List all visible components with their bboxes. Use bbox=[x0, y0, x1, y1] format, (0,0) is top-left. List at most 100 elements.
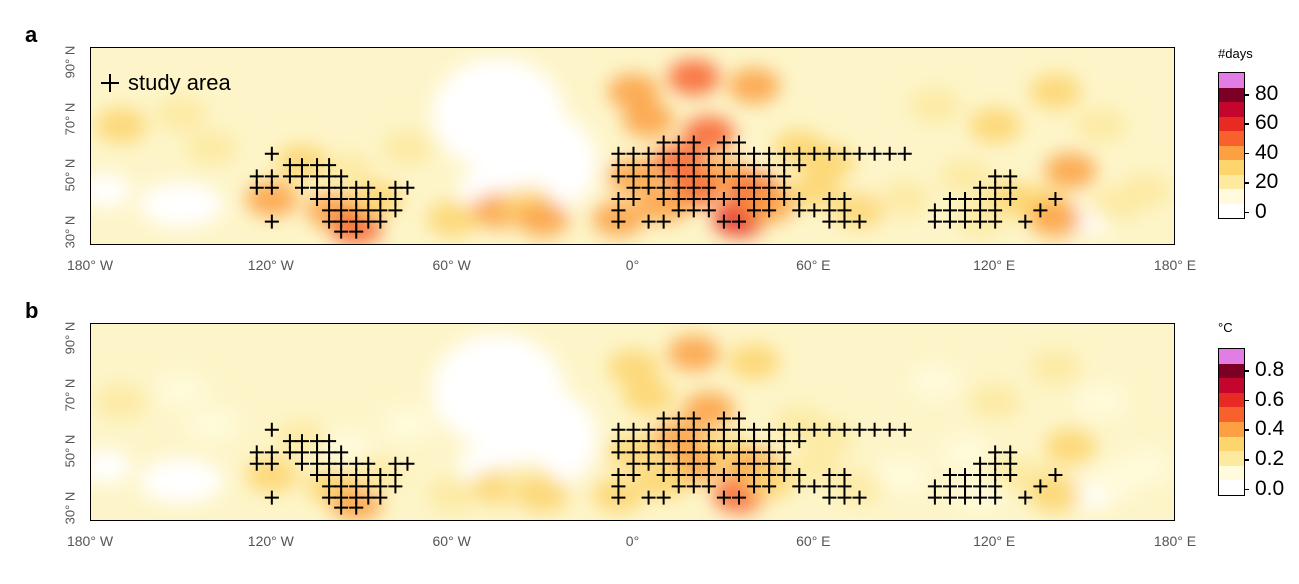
study-area-marker bbox=[611, 490, 626, 505]
study-area-marker bbox=[792, 479, 807, 494]
study-area-marker bbox=[792, 158, 807, 173]
study-area-marker bbox=[837, 214, 852, 229]
study-area-marker bbox=[716, 468, 731, 483]
study-area-marker bbox=[611, 214, 626, 229]
study-area-marker bbox=[400, 456, 415, 471]
colorbar-b bbox=[1218, 348, 1245, 496]
study-area-marker bbox=[762, 479, 777, 494]
study-area-marker bbox=[373, 490, 388, 505]
heat-cell bbox=[245, 457, 298, 494]
study-area-marker bbox=[777, 468, 792, 483]
low-value-region bbox=[489, 387, 598, 489]
x-tick-label: 120° E bbox=[973, 257, 1016, 273]
study-area-marker bbox=[641, 456, 656, 471]
study-area-marker bbox=[626, 192, 641, 207]
study-area-marker bbox=[762, 203, 777, 218]
x-tick-label: 0° bbox=[625, 533, 640, 549]
study-area-marker bbox=[310, 192, 325, 207]
colorbar-tick bbox=[1245, 399, 1249, 402]
heat-cell bbox=[185, 406, 238, 443]
study-area-marker bbox=[988, 214, 1003, 229]
x-tick-label: 120° W bbox=[247, 257, 294, 273]
study-area-marker bbox=[249, 456, 264, 471]
study-area-marker bbox=[361, 490, 376, 505]
study-area-marker bbox=[641, 180, 656, 195]
y-tick-label: 70° N bbox=[62, 102, 78, 136]
study-area-marker bbox=[334, 500, 349, 515]
colorbar-bin bbox=[1219, 392, 1244, 408]
study-area-marker bbox=[322, 214, 337, 229]
study-area-marker bbox=[731, 214, 746, 229]
colorbar-bin bbox=[1219, 480, 1244, 495]
colorbar-bin bbox=[1219, 189, 1244, 204]
study-area-marker bbox=[942, 490, 957, 505]
study-area-marker bbox=[686, 203, 701, 218]
study-area-marker bbox=[361, 214, 376, 229]
study-area-marker bbox=[958, 214, 973, 229]
heat-cell bbox=[622, 101, 675, 138]
study-area-marker bbox=[701, 479, 716, 494]
study-area-marker bbox=[1003, 192, 1018, 207]
colorbar-tick bbox=[1245, 152, 1249, 155]
colorbar-bin bbox=[1219, 451, 1244, 466]
colorbar-bin bbox=[1219, 407, 1244, 422]
colorbar-bin bbox=[1219, 174, 1244, 189]
heat-cell bbox=[95, 383, 148, 420]
study-area-marker bbox=[294, 180, 309, 195]
heat-cell bbox=[155, 96, 208, 133]
colorbar-tick-label: 0.0 bbox=[1255, 476, 1285, 500]
legend-text: study area bbox=[128, 70, 231, 95]
heat-cell bbox=[381, 130, 434, 167]
y-tick-label: 30° N bbox=[62, 491, 78, 525]
heat-cell bbox=[1044, 152, 1097, 189]
study-area-marker bbox=[807, 422, 822, 437]
heat-cell bbox=[155, 372, 208, 409]
study-area-marker bbox=[716, 490, 731, 505]
heat-cell bbox=[1044, 428, 1097, 465]
study-area-marker bbox=[716, 445, 731, 460]
study-area-marker bbox=[334, 224, 349, 239]
study-area-marker bbox=[282, 169, 297, 184]
colorbar-bin bbox=[1219, 87, 1244, 102]
colorbar-a bbox=[1218, 72, 1245, 219]
heat-cell bbox=[1029, 200, 1082, 237]
study-area-marker bbox=[282, 445, 297, 460]
x-tick-label: 60° E bbox=[796, 257, 831, 273]
x-tick-label: 60° W bbox=[432, 257, 471, 273]
heat-cell bbox=[1074, 107, 1127, 144]
study-area-marker bbox=[792, 434, 807, 449]
heat-cell bbox=[321, 152, 374, 189]
study-area-marker bbox=[942, 214, 957, 229]
heat-cell bbox=[517, 200, 570, 237]
colorbar-tick bbox=[1245, 370, 1249, 372]
study-area-marker bbox=[777, 192, 792, 207]
heat-cell bbox=[1119, 448, 1172, 485]
x-tick-label: 0° bbox=[625, 257, 640, 273]
panel-a-label: a bbox=[25, 22, 38, 47]
colorbar-tick-label: 0.2 bbox=[1255, 447, 1285, 470]
study-area-marker bbox=[388, 203, 403, 218]
study-area-marker bbox=[264, 456, 279, 471]
study-area-marker bbox=[611, 445, 626, 460]
study-area-marker bbox=[1048, 468, 1063, 483]
heat-cell bbox=[1029, 73, 1082, 110]
low-value-region bbox=[91, 449, 131, 484]
study-area-marker bbox=[686, 479, 701, 494]
x-tick-label: 60° W bbox=[432, 533, 471, 549]
colorbar-bin bbox=[1219, 116, 1244, 131]
heat-cell bbox=[667, 335, 720, 372]
heat-cell bbox=[908, 87, 961, 124]
y-tick-label: 50° N bbox=[62, 435, 78, 468]
study-area-marker bbox=[388, 479, 403, 494]
study-area-marker bbox=[264, 146, 279, 161]
colorbar-tick-label: 40 bbox=[1255, 140, 1279, 164]
study-area-marker bbox=[822, 490, 837, 505]
study-area-marker bbox=[822, 146, 837, 161]
study-area-marker bbox=[927, 490, 942, 505]
study-area-marker bbox=[927, 214, 942, 229]
study-area-marker bbox=[716, 214, 731, 229]
study-area-marker bbox=[310, 468, 325, 483]
study-area-marker bbox=[837, 490, 852, 505]
x-tick-label: 180° E bbox=[1153, 533, 1197, 549]
x-tick-label: 180° W bbox=[66, 533, 114, 549]
